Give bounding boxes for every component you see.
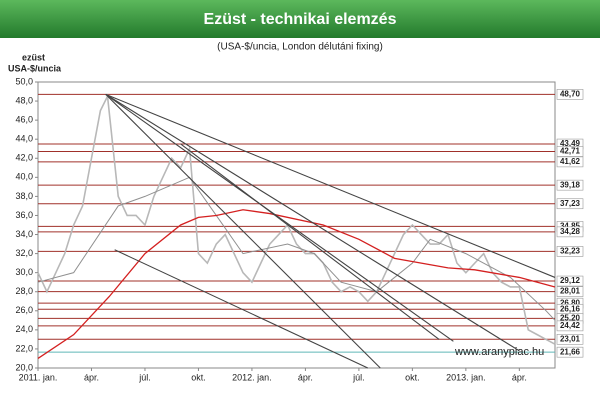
y-tick-label: 48,0 [15, 95, 33, 105]
x-tick-label: júl. [352, 372, 365, 382]
y-tick-label: 20,0 [15, 362, 33, 372]
chart-title: Ezüst - technikai elemzés [204, 11, 397, 28]
x-tick-label: 2013. jan. [446, 372, 486, 382]
y-tick-label: 36,0 [15, 210, 33, 220]
trend-line [105, 94, 381, 369]
level-label: 24,42 [560, 321, 581, 330]
y-tick-label: 34,0 [15, 229, 33, 239]
trend-line [180, 143, 440, 340]
y-tick-label: 50,0 [15, 76, 33, 86]
x-tick-label: ápr. [84, 372, 99, 382]
watermark: www.aranypiac.hu [454, 346, 544, 358]
y-tick-label: 46,0 [15, 115, 33, 125]
trend-line [105, 93, 454, 342]
level-label: 34,28 [560, 227, 581, 236]
level-label-box [556, 156, 584, 168]
y-tick-label: 26,0 [15, 305, 33, 315]
level-label-box [556, 275, 584, 287]
chart-subtitle: (USA-$/uncia, London délutáni fixing) [217, 42, 383, 53]
level-label-box [556, 89, 584, 100]
y-tick-label: 40,0 [15, 172, 33, 182]
short-moving-average [37, 176, 556, 321]
y-tick-label: 28,0 [15, 286, 33, 296]
level-label: 29,12 [560, 276, 581, 285]
level-label-box [556, 146, 584, 157]
trend-line [114, 249, 369, 369]
level-label-box [556, 179, 584, 191]
level-label: 28,01 [560, 287, 581, 296]
level-label: 26,80 [560, 298, 581, 307]
level-label: 43,49 [560, 139, 581, 148]
y-tick-label: 24,0 [15, 324, 33, 334]
level-label: 26,16 [560, 304, 581, 313]
y-axis-label: ezüst [22, 52, 45, 62]
trend-line [105, 93, 520, 352]
long-moving-average [37, 209, 556, 360]
y-tick-label: 44,0 [15, 134, 33, 144]
level-label: 42,71 [560, 147, 581, 156]
x-tick-label: 2011. jan. [19, 372, 58, 382]
y-tick-label: 38,0 [15, 191, 33, 201]
level-label: 23,01 [560, 334, 581, 343]
level-label-box [556, 334, 584, 345]
level-label-box [556, 226, 584, 238]
level-label-box [556, 286, 584, 297]
level-label-box [556, 198, 584, 210]
title-banner [0, 0, 600, 38]
y-tick-label: 22,0 [15, 343, 33, 353]
level-label-box [556, 320, 584, 332]
y-tick-label: 42,0 [15, 153, 33, 163]
level-label: 25,20 [560, 314, 581, 323]
level-label: 48,70 [560, 90, 581, 99]
x-tick-label: okt. [191, 372, 206, 382]
x-tick-label: ápr. [512, 372, 527, 382]
y-axis-label: USA-$/uncia [8, 63, 62, 73]
x-tick-label: ápr. [298, 372, 313, 382]
level-label-box [556, 246, 584, 257]
level-label: 21,66 [560, 347, 581, 356]
level-label: 37,23 [560, 199, 581, 208]
level-label: 39,18 [560, 180, 581, 189]
level-label-box [556, 346, 584, 358]
y-tick-label: 30,0 [15, 267, 33, 277]
level-label: 34,85 [560, 222, 581, 231]
y-tick-label: 32,0 [15, 248, 33, 258]
x-tick-label: okt. [405, 372, 420, 382]
trend-line [105, 93, 556, 278]
level-label: 32,23 [560, 247, 581, 256]
x-tick-label: 2012. jan. [232, 372, 272, 382]
plot-area [37, 81, 556, 369]
level-label: 41,62 [560, 157, 581, 166]
x-tick-label: júl. [138, 372, 151, 382]
